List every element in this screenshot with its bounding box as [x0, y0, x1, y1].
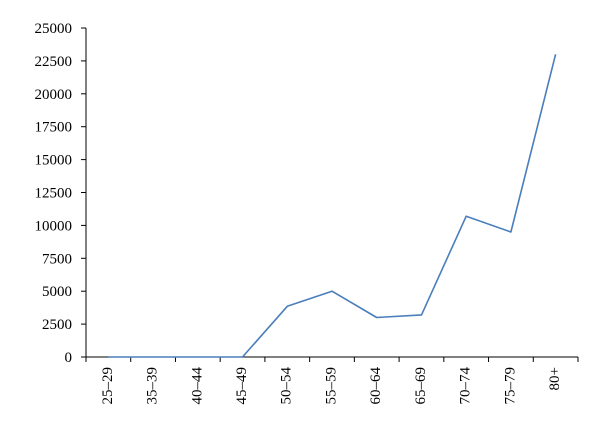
y-tick-label: 10000 [35, 218, 73, 234]
x-tick-label: 25–29 [100, 367, 116, 405]
x-tick-label: 35–39 [145, 367, 161, 405]
y-tick-label: 2500 [42, 317, 72, 333]
y-tick-label: 20000 [35, 87, 73, 103]
y-axis-ticks: 0 2500 5000 7500 10000 12500 15000 17500 20000 22… [35, 21, 86, 366]
x-tick-label: 55–59 [323, 367, 339, 405]
y-tick-label: 12500 [35, 186, 73, 202]
y-tick-label: 25000 [35, 21, 73, 37]
x-axis-ticks: 25–29 35–39 40–44 45–49 50–54 55–59 60–64 65–69… [85, 357, 579, 405]
series-line [108, 54, 557, 358]
y-tick-label: 22500 [35, 54, 73, 70]
x-tick-label: 60–64 [368, 367, 384, 405]
y-tick-label: 5000 [42, 284, 72, 300]
x-tick-label: 70–74 [458, 367, 474, 405]
x-tick-label: 50–54 [279, 367, 295, 405]
y-tick-label: 15000 [35, 153, 73, 169]
y-tick-label: 17500 [35, 120, 73, 136]
x-tick-label: 45–49 [234, 367, 250, 405]
y-tick-label: 0 [65, 350, 73, 366]
x-tick-label: 80+ [547, 367, 563, 390]
y-tick-label: 7500 [42, 251, 72, 267]
x-tick-label: 75–79 [502, 367, 518, 405]
x-tick-label: 65–69 [413, 367, 429, 405]
x-tick-label: 40–44 [189, 367, 205, 405]
